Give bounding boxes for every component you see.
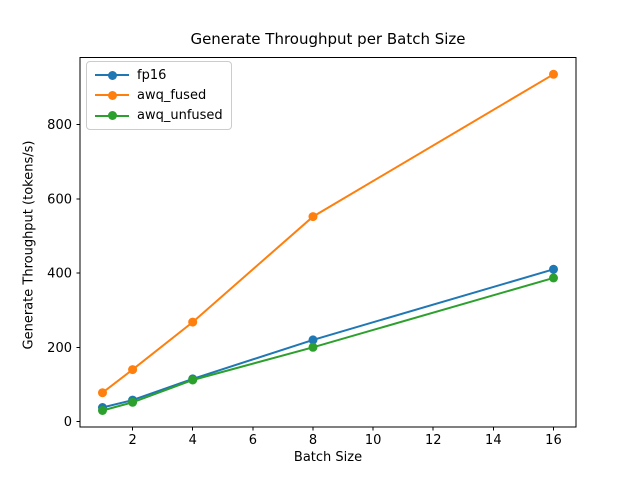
series-line-fp16 [102,268,554,409]
data-point-awq_unfused [549,273,558,283]
legend: fp16 awq_fused awq_unfused [86,61,232,130]
data-point-awq_fused [549,69,558,79]
x-tick-label: 6 [249,433,257,448]
legend-item-fp16: fp16 [95,65,223,85]
legend-item-awq_fused: awq_fused [95,85,223,105]
legend-line-marker-icon [95,70,129,80]
x-tick-label: 12 [425,433,442,448]
y-tick-label: 200 [47,341,72,356]
data-point-fp16 [549,264,558,274]
x-tick-label: 16 [545,433,562,448]
data-point-awq_fused [308,212,318,222]
x-tick-label: 4 [189,433,197,448]
legend-label-awq_unfused: awq_unfused [137,108,223,124]
legend-line-marker-icon [95,90,129,100]
data-point-awq_fused [188,317,198,327]
x-axis-label: Batch Size [293,450,363,465]
y-tick-label: 800 [47,118,72,133]
x-tick-label: 8 [309,433,317,448]
legend-label-awq_fused: awq_fused [137,87,207,103]
legend-label-fp16: fp16 [137,67,167,83]
data-point-awq_unfused [308,342,318,352]
x-tick-label: 2 [128,433,136,448]
series-line-awq_unfused [102,276,554,412]
legend-item-awq_unfused: awq_unfused [95,106,223,126]
data-point-awq_unfused [98,406,107,415]
x-tick-label: 10 [365,433,382,448]
legend-line-marker-icon [95,111,129,121]
axes-frame [79,57,577,428]
y-axis-label: Generate Throughput (tokens/s) [21,140,37,350]
chart-title: Generate Throughput per Batch Size [190,30,466,48]
y-tick-label: 600 [47,192,72,207]
y-tick-label: 0 [64,415,72,430]
data-point-awq_unfused [128,397,138,407]
x-tick-label: 14 [485,433,502,448]
data-point-awq_fused [128,365,138,375]
data-point-fp16 [308,335,318,345]
data-point-awq_unfused [188,375,198,385]
data-point-awq_fused [98,388,107,398]
y-tick-label: 400 [47,267,72,282]
